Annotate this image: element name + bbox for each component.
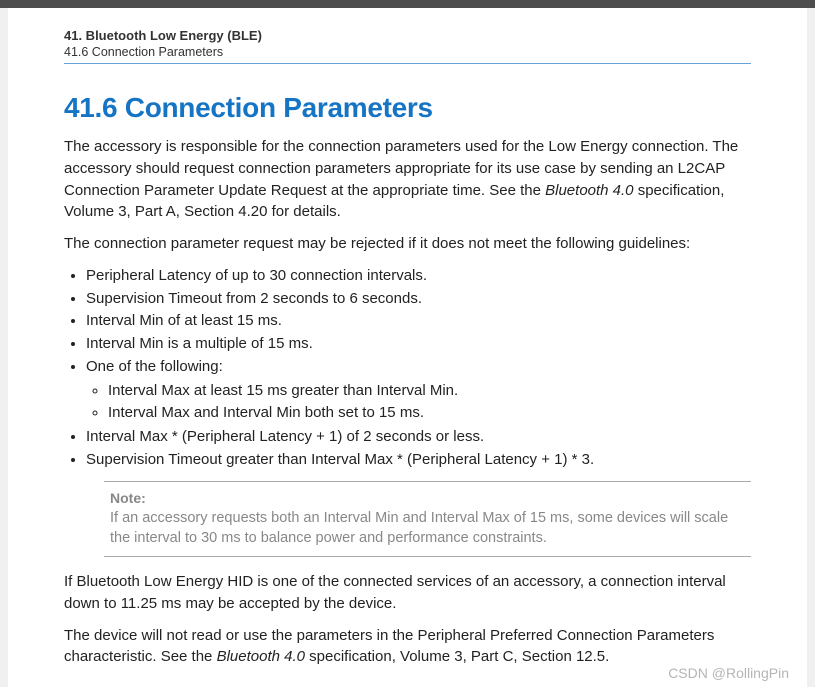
list-item: Supervision Timeout greater than Interva… (86, 449, 751, 471)
section-title: 41.6 Connection Parameters (64, 92, 751, 124)
intro-paragraph: The accessory is responsible for the con… (64, 136, 751, 223)
list-item: Interval Max and Interval Min both set t… (108, 402, 751, 424)
hid-paragraph: If Bluetooth Low Energy HID is one of th… (64, 571, 751, 615)
guidelines-intro: The connection parameter request may be … (64, 233, 751, 255)
document-page: 41. Bluetooth Low Energy (BLE) 41.6 Conn… (8, 8, 807, 687)
list-item: Interval Max * (Peripheral Latency + 1) … (86, 426, 751, 448)
note-label: Note: (110, 490, 745, 506)
chapter-heading: 41. Bluetooth Low Energy (BLE) (64, 28, 751, 43)
guidelines-list: Peripheral Latency of up to 30 connectio… (64, 265, 751, 471)
spec-reference: Bluetooth 4.0 (217, 648, 305, 665)
section-heading: 41.6 Connection Parameters (64, 45, 751, 64)
list-item-label: One of the following: (86, 358, 223, 375)
list-item: One of the following: Interval Max at le… (86, 356, 751, 424)
list-item: Peripheral Latency of up to 30 connectio… (86, 265, 751, 287)
window-top-bar (0, 0, 815, 8)
list-item: Interval Min of at least 15 ms. (86, 310, 751, 332)
ppcp-text-b: specification, Volume 3, Part C, Section… (305, 648, 609, 665)
note-box: Note: If an accessory requests both an I… (104, 481, 751, 558)
list-item: Interval Min is a multiple of 15 ms. (86, 333, 751, 355)
ppcp-paragraph: The device will not read or use the para… (64, 625, 751, 669)
spec-reference: Bluetooth 4.0 (545, 182, 633, 199)
sub-guidelines-list: Interval Max at least 15 ms greater than… (86, 380, 751, 425)
list-item: Interval Max at least 15 ms greater than… (108, 380, 751, 402)
note-text: If an accessory requests both an Interva… (110, 508, 745, 549)
list-item: Supervision Timeout from 2 seconds to 6 … (86, 288, 751, 310)
